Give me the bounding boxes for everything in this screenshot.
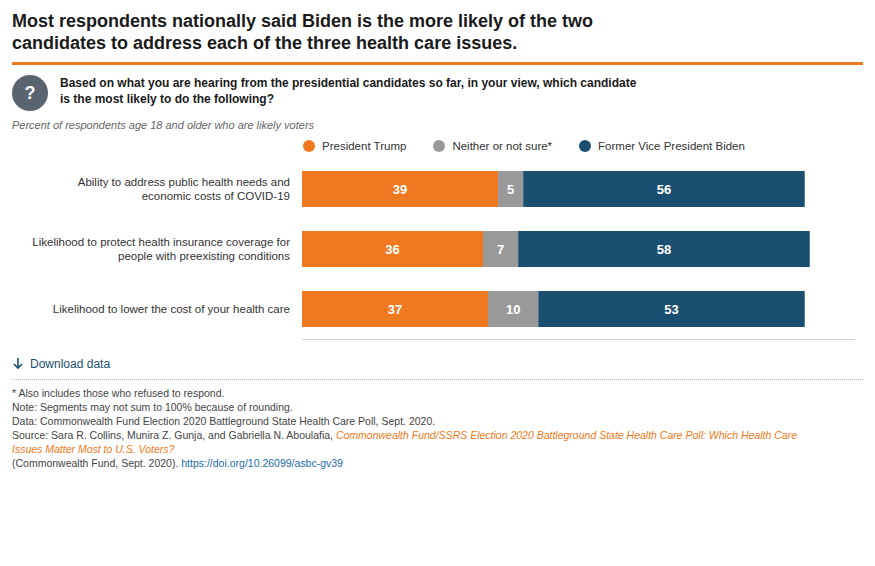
legend: President Trump Neither or not sure* Forme… <box>12 139 863 153</box>
download-label: Download data <box>30 357 110 371</box>
legend-dot <box>433 140 445 152</box>
bar-segment <box>538 291 804 327</box>
legend-dot <box>579 140 591 152</box>
category-label: Ability to address public health needs a… <box>78 176 290 202</box>
title: Most respondents nationally said Biden i… <box>12 10 863 54</box>
footnote: * Also includes those who refused to res… <box>12 386 863 400</box>
legend-label: Former Vice President Biden <box>598 140 745 152</box>
legend-label: President Trump <box>322 140 406 152</box>
footnotes: * Also includes those who refused to res… <box>12 386 863 470</box>
bar-segment <box>302 291 488 327</box>
bar-segment <box>498 171 523 207</box>
download-icon <box>12 357 24 371</box>
legend-label: Neither or not sure* <box>452 140 552 152</box>
legend-item: President Trump <box>302 139 406 153</box>
data-labels: 39 5 56 36 7 58 37 10 53 <box>385 182 678 317</box>
download-arrow <box>14 358 22 368</box>
question-text: Based on what you are hearing from the p… <box>60 75 636 107</box>
bar-segment <box>523 171 805 207</box>
page: Most respondents nationally said Biden i… <box>0 0 875 470</box>
category-label-line: Likelihood to protect health insurance c… <box>32 236 290 248</box>
data-label: 39 <box>393 182 407 197</box>
bar-segment <box>518 231 810 267</box>
category-label: Likelihood to lower the cost of your hea… <box>53 303 290 315</box>
data-label: 36 <box>385 242 399 257</box>
source-publisher: (Commonwealth Fund, Sept. 2020). <box>12 457 181 469</box>
category-label: Likelihood to protect health insurance c… <box>32 236 290 262</box>
bar-segment <box>488 291 538 327</box>
bar-segment <box>483 231 518 267</box>
data-label: 7 <box>497 242 504 257</box>
download-link: Download data <box>12 357 863 371</box>
data-label: 37 <box>388 302 402 317</box>
legend-swatch <box>302 139 316 153</box>
legend-swatch <box>578 139 592 153</box>
source-link: https://doi.org/10.26099/asbc-gv39 <box>181 457 343 469</box>
separator <box>12 379 863 380</box>
question-block: ? Based on what you are hearing from the … <box>12 75 863 111</box>
category-label-line: Ability to address public health needs a… <box>78 176 290 188</box>
legend-item: Former Vice President Biden <box>578 139 745 153</box>
bar-segment <box>302 171 498 207</box>
footnote: Note: Segments may not sum to 100% becau… <box>12 400 863 414</box>
category-label-line: people with preexisting conditions <box>118 250 290 262</box>
data-label: 53 <box>664 302 678 317</box>
bar-segment <box>302 231 483 267</box>
data-label: 10 <box>506 302 520 317</box>
data-label: 56 <box>657 182 671 197</box>
title-rule <box>12 62 863 65</box>
category-labels: Ability to address public health needs a… <box>32 176 290 315</box>
source-text: Source: Sara R. Collins, Munira Z. Gunja… <box>12 429 336 441</box>
data-label: 58 <box>657 242 671 257</box>
category-label-line: Likelihood to lower the cost of your hea… <box>53 303 290 315</box>
legend-swatch <box>432 139 446 153</box>
x-axis-line <box>302 339 855 340</box>
legend-item: Neither or not sure* <box>432 139 552 153</box>
legend-dot <box>303 140 315 152</box>
category-label-line: economic costs of COVID-19 <box>142 190 290 202</box>
question-icon: ? <box>12 75 48 111</box>
chart: 39 5 56 36 7 58 37 10 53 Ability to address publi… <box>12 153 863 349</box>
data-label: 5 <box>507 182 514 197</box>
subtitle: Percent of respondents age 18 and older … <box>12 119 863 131</box>
bars <box>302 171 810 327</box>
footnote: Data: Commonwealth Fund Election 2020 Ba… <box>12 414 863 428</box>
source: Source: Sara R. Collins, Munira Z. Gunja… <box>12 428 863 470</box>
